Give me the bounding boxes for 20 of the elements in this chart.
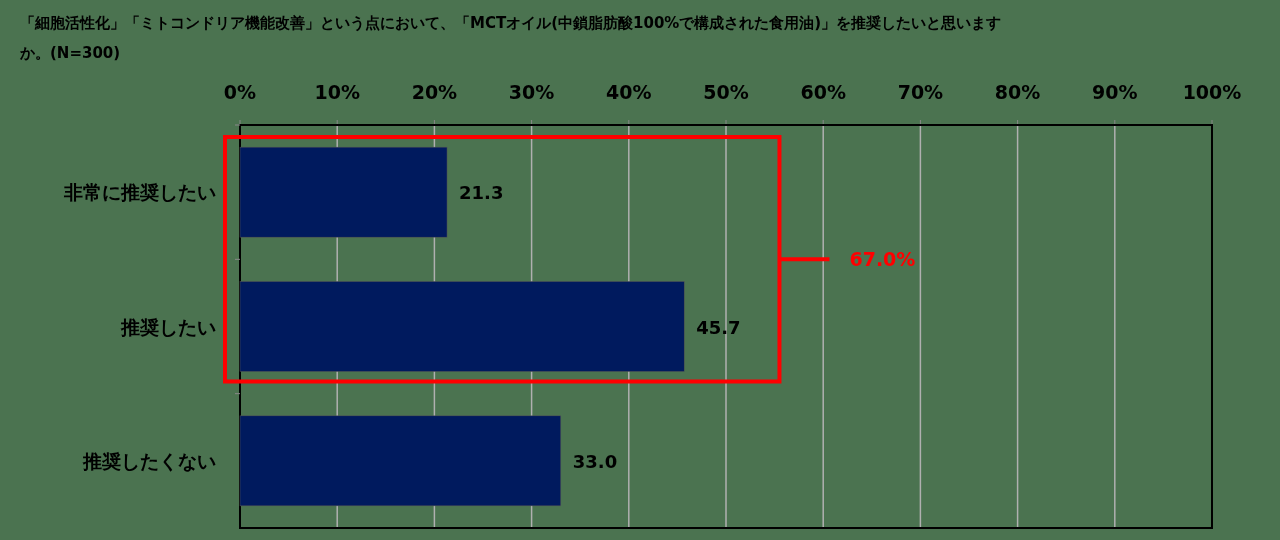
x-tick-label: 50% bbox=[703, 81, 749, 103]
x-tick-label: 80% bbox=[994, 81, 1041, 103]
y-tick-label: 推奨したくない bbox=[82, 449, 216, 472]
x-tick-label: 0% bbox=[223, 81, 257, 103]
x-tick-label: 20% bbox=[411, 81, 458, 103]
x-tick-label: 70% bbox=[897, 81, 944, 103]
chart-title: 「細胞活性化」「ミトコンドリア機能改善」という点において、「MCTオイル(中鎖脂肪酸100%で構成された食用油)」を推奨したいと思いますか。(N=300) bbox=[20, 13, 1003, 64]
bar bbox=[239, 415, 562, 507]
x-tick-label: 30% bbox=[508, 81, 555, 103]
x-tick-label: 10% bbox=[314, 81, 360, 103]
y-tick-label: 推奨したい bbox=[120, 315, 216, 338]
x-tick-label: 100% bbox=[1182, 81, 1242, 103]
annotation: 67.0% bbox=[849, 248, 916, 271]
x-tick-label: 60% bbox=[800, 81, 846, 103]
data-label: 33.0 bbox=[572, 450, 618, 472]
data-label: 21.3 bbox=[459, 182, 504, 204]
x-tick-label: 40% bbox=[606, 81, 652, 103]
x-tick-label: 90% bbox=[1092, 81, 1138, 103]
bar bbox=[239, 146, 448, 238]
y-tick-label: 非常に推奨したい bbox=[63, 181, 216, 204]
